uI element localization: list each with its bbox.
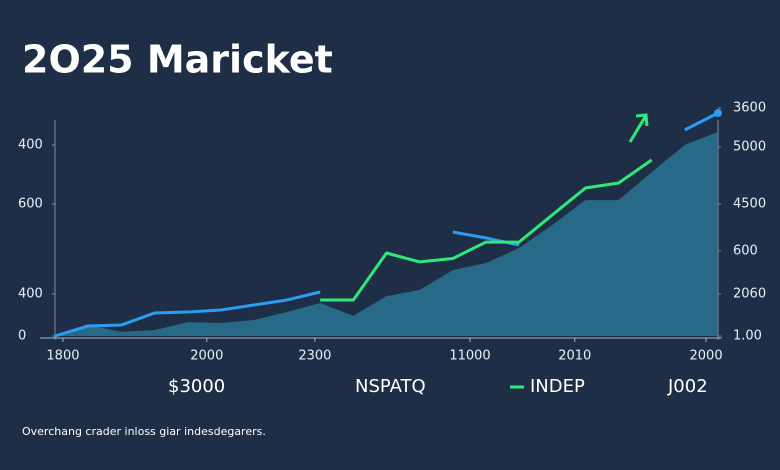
y2-tick-label: 600 xyxy=(733,243,758,258)
footnote: Overchang crader inloss giar indesdegare… xyxy=(22,425,266,438)
y-tick-label: 400 xyxy=(18,137,43,152)
end-dot xyxy=(714,109,722,118)
bottom-label: J002 xyxy=(667,376,708,397)
x-tick-label: 2000 xyxy=(190,349,223,364)
x-tick-label: 2300 xyxy=(298,349,331,364)
y-tick-label: 600 xyxy=(18,196,43,211)
y2-tick-label: 5000 xyxy=(733,139,766,154)
y-tick-label: 0 xyxy=(18,329,26,344)
bottom-label: $3000 xyxy=(168,376,225,397)
line xyxy=(320,158,653,302)
chart-title: 2O25 Maricket xyxy=(22,38,333,82)
y2-tick-label: 3600 xyxy=(733,101,766,116)
area xyxy=(55,131,718,336)
x-tick-label: 2010 xyxy=(558,349,591,364)
bottom-label: NSPATQ xyxy=(355,376,426,397)
y-tick-label: 400 xyxy=(18,287,43,302)
y2-tick-label: 4500 xyxy=(733,196,766,211)
arrow xyxy=(628,113,649,143)
y2-tick-label: 1.00 xyxy=(733,329,762,344)
legend-label: INDEP xyxy=(530,376,585,397)
y2-tick-label: 2060 xyxy=(733,287,766,302)
x-tick-label: 2000 xyxy=(690,349,723,364)
x-tick-label: 1800 xyxy=(46,349,79,364)
x-tick-label: 11000 xyxy=(449,349,490,364)
